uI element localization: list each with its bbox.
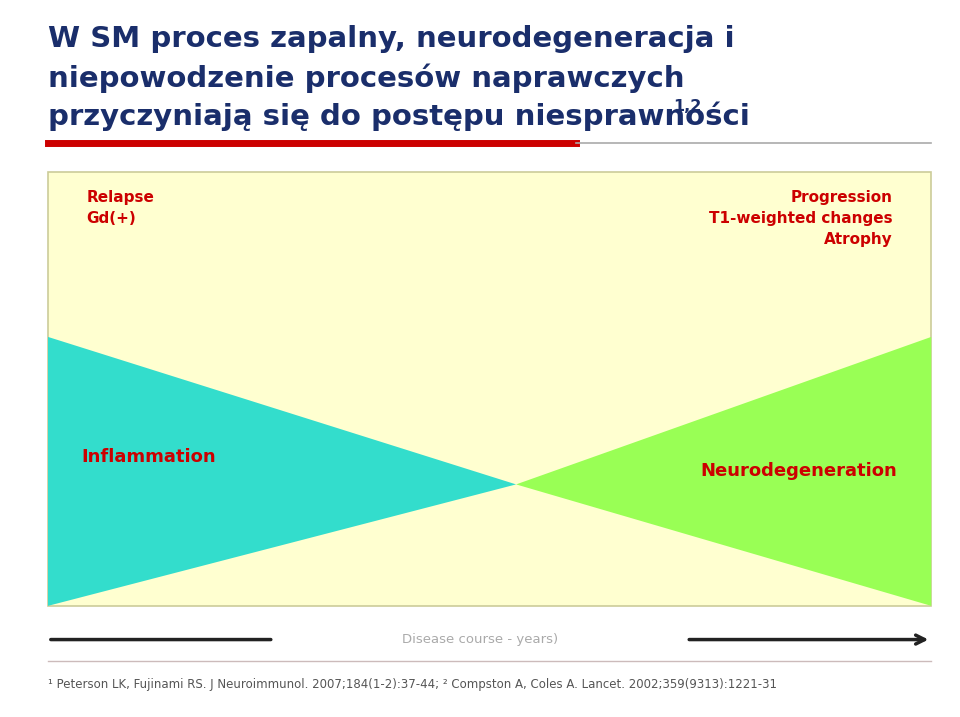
Polygon shape — [48, 337, 516, 606]
Text: Inflammation: Inflammation — [82, 448, 216, 466]
Text: Neurodegeneration: Neurodegeneration — [701, 462, 898, 480]
Polygon shape — [516, 337, 931, 606]
Text: ¹ Peterson LK, Fujinami RS. J Neuroimmunol. 2007;184(1-2):37-44; ² Compston A, C: ¹ Peterson LK, Fujinami RS. J Neuroimmun… — [48, 678, 777, 690]
Text: niepowodzenie procesów naprawczych: niepowodzenie procesów naprawczych — [48, 63, 684, 92]
Bar — [48, 172, 931, 606]
Text: W SM proces zapalny, neurodegeneracja i: W SM proces zapalny, neurodegeneracja i — [48, 25, 734, 53]
Text: Disease course - years): Disease course - years) — [402, 633, 558, 646]
Text: Relapse
Gd(+): Relapse Gd(+) — [86, 190, 155, 226]
Text: Progression
T1-weighted changes
Atrophy: Progression T1-weighted changes Atrophy — [709, 190, 893, 247]
Text: 1,2: 1,2 — [673, 99, 702, 114]
Text: przyczyniają się do postępu niesprawności: przyczyniają się do postępu niesprawnośc… — [48, 101, 750, 130]
